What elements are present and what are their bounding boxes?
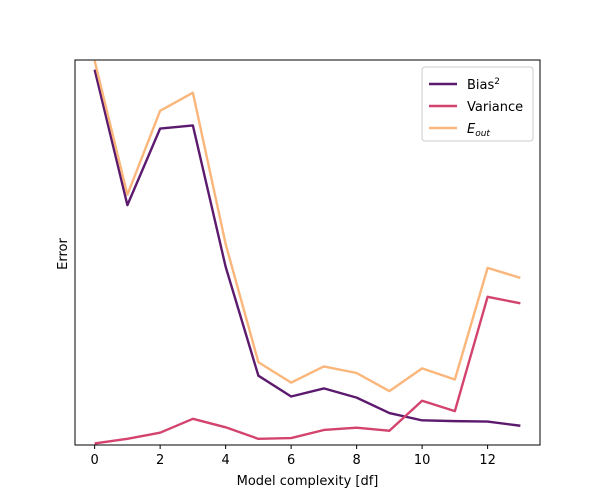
series-line-variance	[94, 295, 521, 445]
y-axis-label: Error	[56, 238, 71, 270]
x-tick-label-0: 0	[91, 453, 99, 468]
legend: Bias2 Variance Eout	[421, 66, 534, 142]
x-tick-label-4: 4	[221, 453, 229, 468]
x-tick-label-2: 2	[156, 453, 164, 468]
x-tick-label-10: 10	[414, 453, 431, 468]
legend-label-bias: Bias2	[467, 77, 500, 93]
x-axis: 0 2 4 6 8 10 12	[91, 445, 496, 468]
series-line-e	[93, 60, 521, 393]
legend-label-e: Eout	[467, 122, 490, 139]
x-tick-label-8: 8	[352, 453, 360, 468]
plot-area	[93, 60, 521, 445]
x-tick-label-12: 12	[479, 453, 496, 468]
axes-frame	[74, 59, 541, 446]
x-tick-label-6: 6	[287, 453, 295, 468]
x-axis-label: Model complexity [df]	[237, 474, 379, 489]
legend-label-variance: Variance	[467, 100, 523, 115]
series-line-bias	[93, 69, 521, 427]
legend-box	[421, 66, 534, 142]
